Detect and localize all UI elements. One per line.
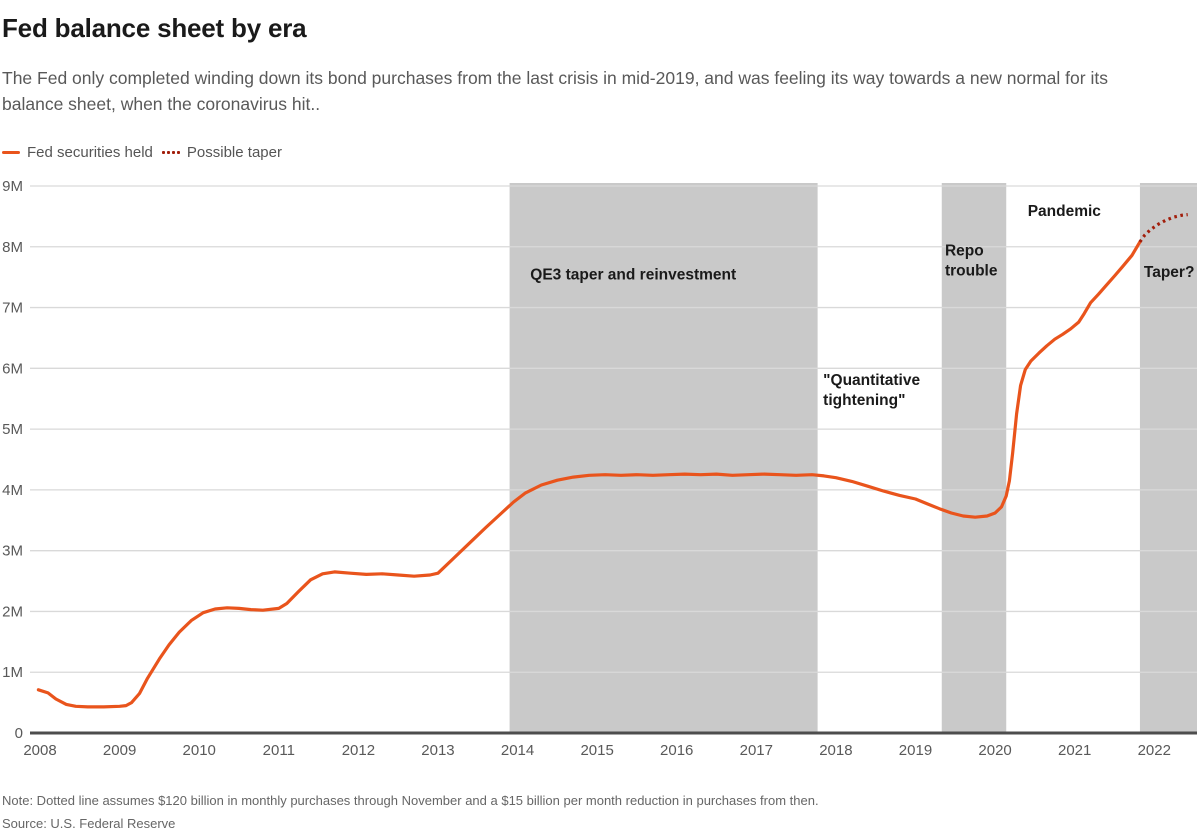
y-axis-label: 3M — [2, 543, 23, 560]
x-axis-label: 2019 — [899, 742, 932, 759]
legend-label: Fed securities held — [27, 144, 153, 161]
x-axis-label: 2016 — [660, 742, 693, 759]
era-band — [509, 183, 818, 733]
y-axis-label: 7M — [2, 300, 23, 317]
x-axis-label: 2010 — [183, 742, 216, 759]
y-axis-label: 5M — [2, 421, 23, 438]
x-axis-label: 2018 — [819, 742, 852, 759]
y-axis-label: 1M — [2, 664, 23, 681]
chart-note: Note: Dotted line assumes $120 billion i… — [2, 793, 819, 808]
solid-line-swatch — [2, 150, 20, 155]
chart-subtitle: The Fed only completed winding down its … — [2, 65, 1108, 117]
chart-legend: Fed securities held Possible taper — [2, 144, 282, 161]
x-axis-label: 2021 — [1058, 742, 1091, 759]
x-axis-label: 2014 — [501, 742, 534, 759]
x-axis-label: 2012 — [342, 742, 375, 759]
legend-item-possible-taper: Possible taper — [161, 144, 282, 161]
chart-annotation: QE3 taper and reinvestment — [530, 266, 736, 283]
fed-balance-chart: 0 1M 2M 3M 4M 5M 6M 7M 8M 9M 2008 2009 2010 2011 2012 2… — [0, 170, 1200, 780]
chart-annotation: Pandemic — [1028, 203, 1102, 220]
x-axis-label: 2013 — [421, 742, 454, 759]
x-axis-label: 2015 — [580, 742, 613, 759]
era-band — [941, 183, 1007, 733]
y-axis-label: 2M — [2, 603, 23, 620]
x-axis-label: 2020 — [978, 742, 1011, 759]
x-axis-label: 2017 — [740, 742, 773, 759]
legend-item-fed-securities: Fed securities held — [2, 144, 153, 161]
x-axis-label: 2011 — [263, 742, 295, 759]
legend-label: Possible taper — [186, 144, 282, 161]
y-axis-label: 6M — [2, 360, 23, 377]
x-axis-label: 2008 — [23, 742, 56, 759]
x-axis-label: 2009 — [103, 742, 136, 759]
era-band — [1139, 183, 1197, 733]
chart-annotation: Repo trouble — [945, 243, 998, 280]
chart-annotation: Taper? — [1144, 264, 1195, 281]
subtitle-line-1: The Fed only completed winding down its … — [2, 68, 1108, 88]
chart-annotation: "Quantitative tightening" — [823, 372, 920, 409]
page-title: Fed balance sheet by era — [2, 13, 307, 43]
chart-svg: 0 1M 2M 3M 4M 5M 6M 7M 8M 9M 2008 2009 2010 2011 2012 2… — [2, 178, 1197, 759]
y-axis-label: 9M — [2, 178, 23, 195]
chart-source: Source: U.S. Federal Reserve — [2, 816, 176, 831]
subtitle-line-2: balance sheet, when the coronavirus hit.… — [2, 94, 321, 114]
dotted-line-swatch — [161, 151, 180, 154]
y-axis-label: 0 — [15, 725, 23, 742]
fed-securities-line — [36, 240, 1142, 709]
y-axis-label: 8M — [2, 239, 23, 256]
y-axis-label: 4M — [2, 482, 23, 499]
possible-taper-line — [1138, 213, 1188, 243]
x-axis-label: 2022 — [1138, 742, 1171, 759]
